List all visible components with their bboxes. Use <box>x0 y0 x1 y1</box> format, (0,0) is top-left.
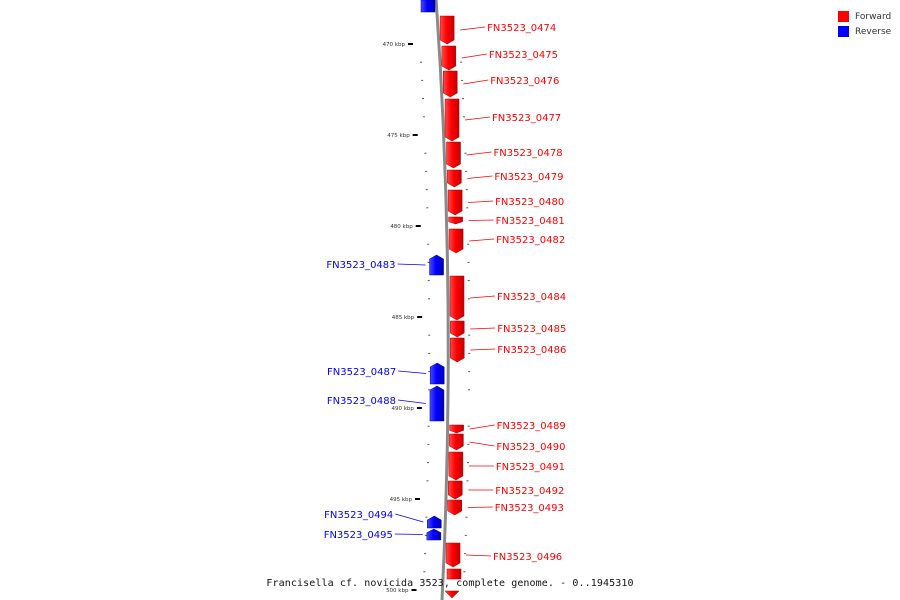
gene-label[interactable]: FN3523_0483 <box>326 260 395 271</box>
label-leaders <box>394 26 496 557</box>
leader-line <box>395 513 424 523</box>
gene-label[interactable]: FN3523_0486 <box>497 345 566 356</box>
gene-arrow-fn3523-0484[interactable] <box>449 275 465 321</box>
gene-features <box>420 0 465 599</box>
gene-label[interactable]: FN3523_0490 <box>496 442 565 453</box>
tick-label: 495 kbp <box>390 497 413 503</box>
leader-line <box>461 53 487 59</box>
gene-arrow-fn3523-0478[interactable] <box>446 141 461 169</box>
gene-label[interactable]: FN3523_0474 <box>487 23 556 34</box>
legend-label-reverse: Reverse <box>855 26 892 37</box>
gene-arrow-fn3523-0480[interactable] <box>447 189 463 216</box>
gene-label[interactable]: FN3523_0476 <box>490 76 559 87</box>
gene-label[interactable]: FN3523_0488 <box>327 396 396 407</box>
legend: Forward Reverse <box>838 9 891 39</box>
gene-arrow-fn3523-0489[interactable] <box>449 424 464 434</box>
leader-line <box>397 263 426 266</box>
gene-arrow-fn3523-0481[interactable] <box>448 216 463 225</box>
gene-arrow-partial-top[interactable] <box>420 0 436 13</box>
leader-line <box>467 175 493 179</box>
map-caption: Francisella cf. novicida 3523, complete … <box>266 578 634 589</box>
gene-arrow-fn3523-0495[interactable] <box>426 528 442 541</box>
gene-label[interactable]: FN3523_0475 <box>489 50 558 61</box>
tick-label: 475 kbp <box>387 133 410 139</box>
gene-label[interactable]: FN3523_0484 <box>497 292 566 303</box>
gene-arrow-fn3523-0477[interactable] <box>444 98 460 142</box>
gene-label[interactable]: FN3523_0478 <box>494 148 563 159</box>
gene-label[interactable]: FN3523_0480 <box>495 197 564 208</box>
legend-item-forward: Forward <box>838 9 891 24</box>
leader-line <box>466 151 492 156</box>
leader-line <box>469 238 495 242</box>
leader-line <box>470 348 496 351</box>
gene-arrow-fn3523-0492[interactable] <box>448 480 463 500</box>
leader-line <box>397 399 427 404</box>
gene-label[interactable]: FN3523_0482 <box>496 235 565 246</box>
gene-label[interactable]: FN3523_0491 <box>496 462 565 473</box>
gene-label[interactable]: FN3523_0496 <box>493 552 562 563</box>
gene-arrow-fn3523-0483[interactable] <box>429 254 444 276</box>
tick-label: 490 kbp <box>391 406 414 412</box>
gene-label[interactable]: FN3523_0477 <box>492 113 561 124</box>
reverse-swatch <box>838 26 849 37</box>
gene-arrow-fn3523-0482[interactable] <box>448 228 464 254</box>
gene-arrow-fn3523-0485[interactable] <box>449 320 465 338</box>
tick-label: 500 kbp <box>386 588 409 594</box>
legend-item-reverse: Reverse <box>838 24 891 39</box>
gene-label[interactable]: FN3523_0495 <box>324 530 393 541</box>
leader-line <box>398 370 427 374</box>
gene-arrow-fn3523-0493[interactable] <box>447 499 463 516</box>
gene-label[interactable]: FN3523_0492 <box>495 486 564 497</box>
gene-label[interactable]: FN3523_0494 <box>324 510 393 521</box>
genome-backbone <box>434 0 450 600</box>
gene-label[interactable]: FN3523_0479 <box>494 172 563 183</box>
gene-labels: FN3523_0474 FN3523_0475 FN3523_0476 FN3523_… <box>324 23 567 563</box>
leader-line <box>467 506 493 508</box>
axis-ticks: 470 kbp 475 kbp 480 kbp 485 kbp 490 kbp 495 k… <box>383 42 471 594</box>
gene-arrow-partial-bottom[interactable] <box>444 590 460 599</box>
gene-arrow-fn3523-0496[interactable] <box>445 542 461 568</box>
leader-line <box>463 79 489 85</box>
gene-arrow-fn3523-0479[interactable] <box>447 169 462 188</box>
gene-label[interactable]: FN3523_0485 <box>497 324 566 335</box>
gene-label[interactable]: FN3523_0489 <box>497 421 566 432</box>
leader-line <box>469 424 495 430</box>
gene-arrow-partial-bottom[interactable] <box>446 568 462 580</box>
tick-label: 480 kbp <box>390 224 413 230</box>
gene-arrow-fn3523-0491[interactable] <box>448 451 464 481</box>
legend-label-forward: Forward <box>855 11 892 22</box>
leader-line <box>460 26 486 31</box>
gene-arrow-fn3523-0474[interactable] <box>439 15 455 45</box>
gene-arrow-fn3523-0494[interactable] <box>427 515 442 529</box>
leader-line <box>468 200 494 203</box>
leader-line <box>394 533 423 535</box>
leader-line <box>469 441 495 447</box>
leader-line <box>464 116 491 121</box>
leader-line <box>469 295 496 299</box>
gene-label[interactable]: FN3523_0493 <box>495 503 564 514</box>
leader-line <box>466 554 492 557</box>
gene-arrow-fn3523-0490[interactable] <box>449 433 464 451</box>
leader-line <box>468 219 494 221</box>
gene-arrow-fn3523-0476[interactable] <box>443 70 458 98</box>
gene-arrow-fn3523-0486[interactable] <box>449 337 465 363</box>
forward-swatch <box>838 11 849 22</box>
gene-arrow-fn3523-0487[interactable] <box>429 362 445 385</box>
gene-arrow-fn3523-0475[interactable] <box>441 45 457 71</box>
tick-label: 485 kbp <box>392 315 415 321</box>
gene-label[interactable]: FN3523_0481 <box>496 216 565 227</box>
tick-label: 470 kbp <box>383 42 406 48</box>
leader-line <box>470 327 496 330</box>
gene-arrow-fn3523-0488[interactable] <box>429 385 445 422</box>
gene-label[interactable]: FN3523_0487 <box>327 367 396 378</box>
